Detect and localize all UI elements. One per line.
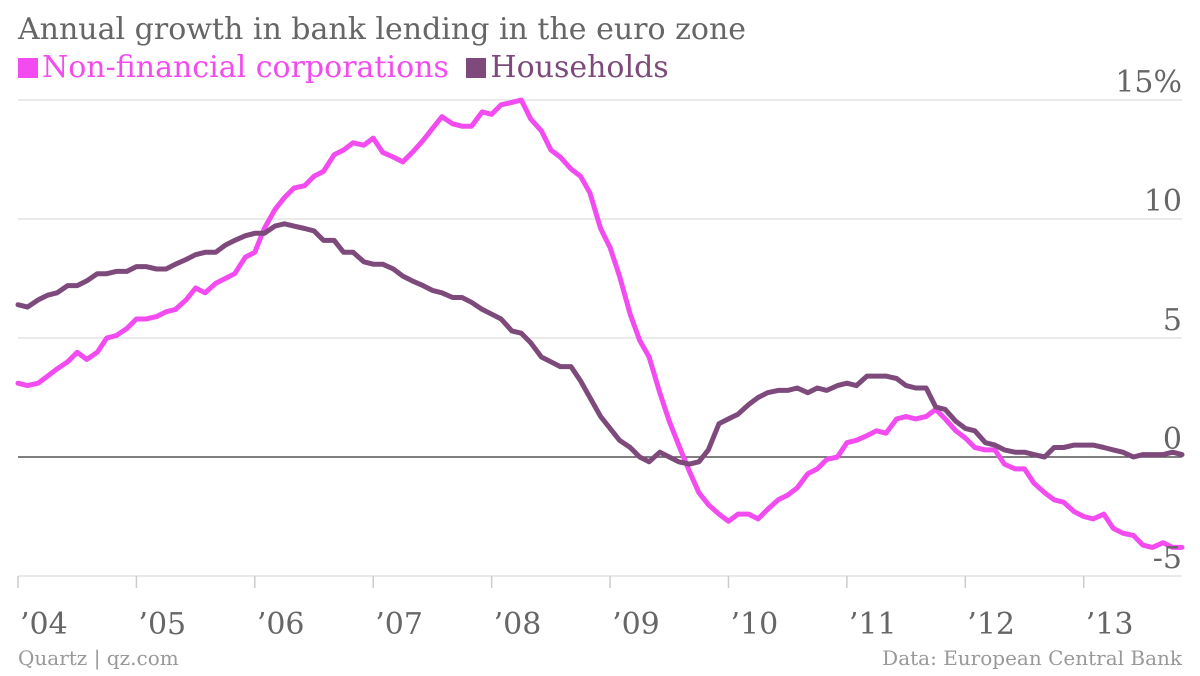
x-tick-label: ’05 [138,607,186,642]
legend-swatch-households [466,58,487,78]
y-tick-label: 0 [1163,422,1182,457]
x-tick-label: ’06 [257,607,305,642]
legend-swatch-non-financial-corporations [18,58,38,78]
x-tick-label: ’11 [849,607,897,642]
legend: Non-financial corporations Households [18,50,677,86]
series-line-households [15,221,1185,467]
x-tick-label: ’09 [612,607,660,642]
label-layer: 15% 10 5 0 -5 ’04 ’05 ’06 ’07 ’08 ’09 ’10 ’11 ’12 ’13 [20,65,1182,642]
x-tick-label: ’12 [967,607,1015,642]
credit-text: Quartz | qz.com [18,646,179,670]
x-tick-label: ’04 [20,607,68,642]
y-tick-label: 10 [1144,184,1182,219]
x-tick-label: ’13 [1086,607,1134,642]
grid-layer [17,99,1182,588]
y-tick-label: 5 [1163,303,1182,338]
series-layer [15,97,1185,550]
y-tick-label: -5 [1153,541,1182,576]
chart-title: Annual growth in bank lending in the eur… [18,12,747,47]
legend-label-non-financial-corporations: Non-financial corporations [42,50,449,85]
x-tick-label: ’10 [730,607,778,642]
series-line-non-financial-corporations [15,97,1185,550]
legend-item-non-financial-corporations: Non-financial corporations [18,50,449,86]
legend-label-households: Households [490,50,669,85]
y-tick-label: 15% [1115,65,1182,100]
source-text: Data: European Central Bank [882,646,1182,670]
x-tick-label: ’08 [494,607,542,642]
legend-item-households: Households [466,50,669,86]
x-tick-label: ’07 [375,607,423,642]
